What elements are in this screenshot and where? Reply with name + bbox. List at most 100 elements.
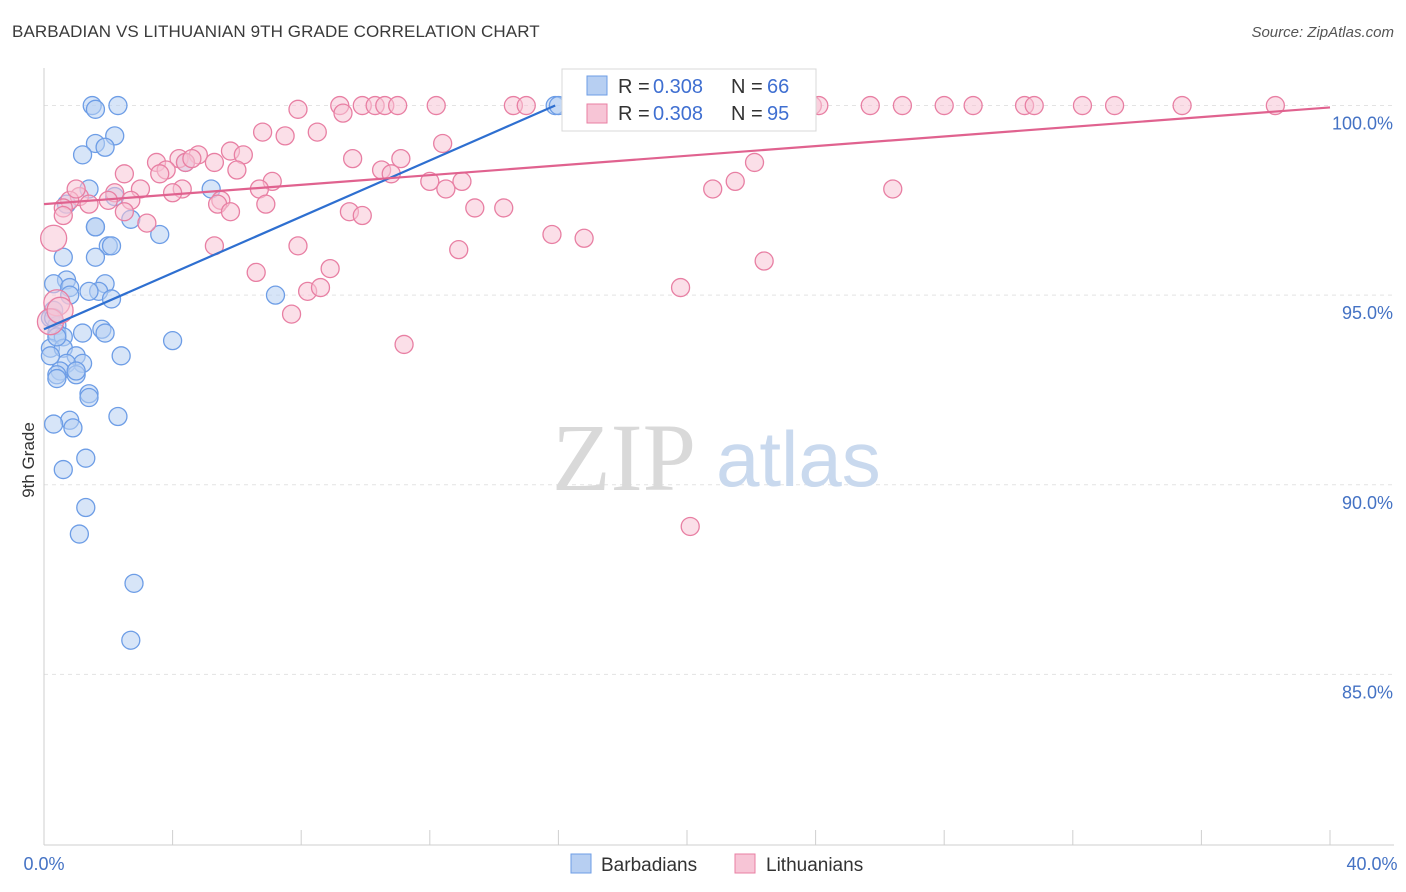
legend-n-label-lithuanians: N = [731, 103, 763, 125]
point-barbadians [40, 346, 61, 366]
chart-source: Source: ZipAtlas.com [1251, 24, 1394, 41]
watermark-atlas: atlas [716, 415, 881, 503]
point-lithuanians [39, 224, 68, 252]
point-lithuanians [436, 179, 456, 199]
x-tick-marks [43, 830, 1331, 845]
y-axis-label: 9th Grade [19, 422, 38, 498]
point-barbadians [162, 331, 183, 351]
point-lithuanians [452, 171, 472, 192]
bottom-legend-swatch-lithuanians [734, 853, 756, 874]
legend-r-value-barbadians: 0.308 [653, 76, 703, 98]
point-lithuanians [1072, 95, 1093, 116]
point-lithuanians [114, 164, 135, 184]
point-lithuanians [1265, 95, 1285, 116]
point-barbadians [108, 95, 128, 116]
point-lithuanians [220, 202, 241, 222]
point-lithuanians [1104, 95, 1125, 116]
point-lithuanians [465, 198, 485, 218]
legend-swatch-lithuanians [586, 103, 608, 124]
point-lithuanians [387, 95, 408, 116]
point-lithuanians [394, 334, 414, 355]
point-barbadians [85, 247, 106, 267]
point-barbadians [79, 387, 99, 408]
point-lithuanians [703, 179, 723, 199]
point-lithuanians [307, 122, 327, 142]
point-lithuanians [310, 277, 331, 298]
point-barbadians [47, 368, 67, 389]
x-tick-label-left: 0.0% [23, 854, 64, 874]
stats-legend: R = 0.308 N = 66 R = 0.308 N = 95 [561, 68, 817, 132]
legend-r-label-lithuanians: R = [618, 103, 650, 125]
point-lithuanians [252, 122, 273, 142]
point-barbadians [76, 448, 96, 468]
point-lithuanians [1024, 95, 1044, 116]
point-lithuanians [182, 148, 202, 169]
point-lithuanians [333, 103, 353, 123]
point-barbadians [63, 418, 83, 438]
point-lithuanians [204, 152, 225, 173]
legend-n-value-barbadians: 66 [767, 76, 789, 98]
trendline-lithuanians [43, 106, 1331, 206]
point-lithuanians [137, 213, 157, 233]
point-lithuanians [227, 160, 247, 180]
point-lithuanians [860, 95, 880, 116]
point-barbadians [53, 247, 73, 267]
point-lithuanians [892, 95, 913, 116]
point-lithuanians [79, 194, 99, 214]
point-barbadians [108, 406, 128, 427]
trend-lines [43, 104, 1331, 331]
point-lithuanians [1172, 95, 1192, 116]
point-lithuanians [754, 251, 774, 271]
legend-r-value-lithuanians: 0.308 [653, 103, 703, 125]
point-lithuanians [352, 205, 372, 226]
y-tick-label: 85.0% [1342, 682, 1393, 702]
point-lithuanians [494, 198, 514, 218]
point-barbadians [72, 145, 93, 165]
point-lithuanians [934, 95, 954, 116]
point-barbadians [101, 236, 122, 256]
point-lithuanians [542, 224, 562, 245]
point-lithuanians [574, 228, 594, 248]
y-tick-label: 90.0% [1342, 493, 1393, 513]
point-lithuanians [963, 95, 983, 116]
x-tick-label-right: 40.0% [1346, 854, 1397, 874]
point-barbadians [124, 573, 144, 593]
point-lithuanians [275, 126, 295, 146]
point-lithuanians [256, 194, 276, 214]
y-tick-label: 100.0% [1332, 114, 1393, 134]
point-barbadians [79, 281, 99, 302]
bottom-legend-label-lithuanians: Lithuanians [766, 855, 863, 876]
data-points [36, 95, 1285, 650]
point-lithuanians [342, 148, 363, 169]
point-barbadians [150, 224, 170, 245]
bottom-legend-swatch-barbadians [570, 853, 592, 874]
point-barbadians [95, 323, 115, 343]
legend-n-value-lithuanians: 95 [767, 103, 789, 125]
point-lithuanians [114, 202, 135, 222]
point-barbadians [43, 414, 64, 434]
point-barbadians [72, 323, 93, 343]
point-lithuanians [680, 516, 700, 537]
point-lithuanians [288, 236, 308, 256]
point-barbadians [265, 285, 286, 305]
point-lithuanians [391, 148, 411, 169]
point-barbadians [66, 361, 86, 381]
point-barbadians [69, 524, 90, 544]
point-barbadians [76, 497, 96, 518]
point-lithuanians [320, 258, 340, 279]
point-lithuanians [150, 164, 170, 184]
watermark-zip: ZIP [552, 404, 696, 511]
point-lithuanians [725, 171, 745, 192]
y-tick-labels: 100.0% 95.0% 90.0% 85.0% [1332, 114, 1393, 703]
point-lithuanians [53, 205, 73, 226]
series-legend: Barbadians Lithuanians [570, 853, 863, 876]
point-lithuanians [426, 95, 446, 116]
point-barbadians [53, 459, 73, 480]
point-lithuanians [883, 179, 903, 199]
trendline-barbadians [43, 104, 556, 331]
point-lithuanians [420, 171, 440, 192]
point-lithuanians [66, 179, 86, 199]
point-barbadians [85, 217, 106, 237]
point-barbadians [85, 99, 106, 119]
